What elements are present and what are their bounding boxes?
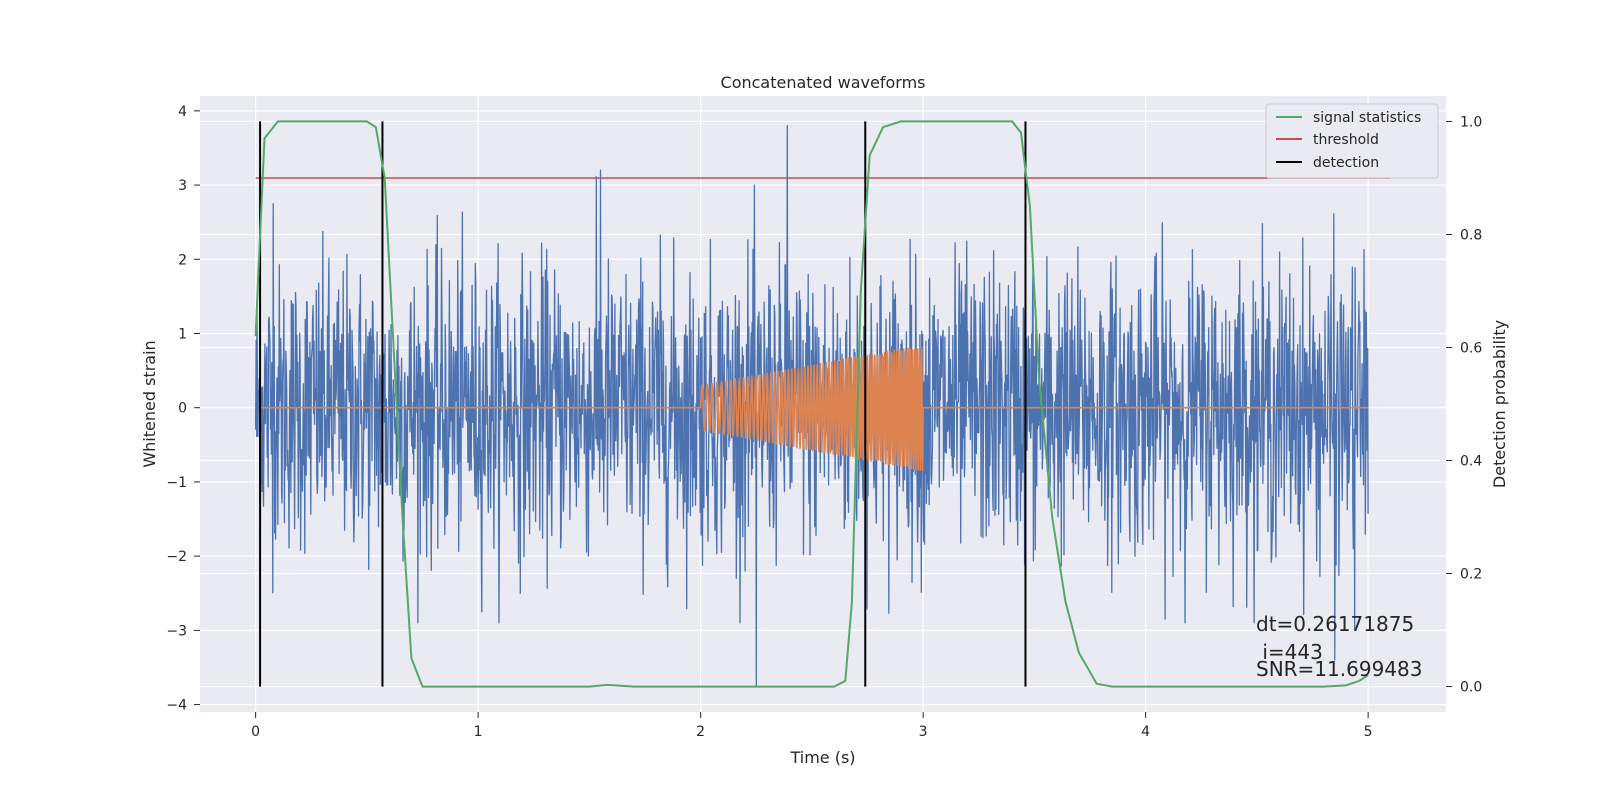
- annotation-block: dt=0.26171875 i=443 SNR=11.699483: [1256, 612, 1422, 681]
- legend-label-threshold: threshold: [1313, 132, 1379, 148]
- y2-tick-label: 0.0: [1460, 680, 1482, 696]
- x-tick-label: 3: [919, 724, 928, 740]
- ticks-layer: 0 1 2 3 4 5 −4 −3 −2 −1 0 1 2 3 4 0.0 0.2 0.4 0.6 0.8 1.0: [166, 104, 1482, 740]
- y-tick-label: 1: [178, 326, 187, 342]
- y2-tick-label: 0.6: [1460, 340, 1482, 356]
- y-tick-label: −3: [166, 623, 187, 639]
- y2-tick-label: 0.8: [1460, 227, 1482, 243]
- y-tick-label: 0: [178, 401, 187, 417]
- series-injected-waveform: [260, 346, 1369, 472]
- y-axis-label: Whitened strain: [140, 340, 159, 467]
- x-axis-label: Time (s): [789, 748, 855, 767]
- x-tick-label: 4: [1141, 724, 1150, 740]
- y-tick-label: 2: [178, 252, 187, 268]
- legend-label-detection: detection: [1313, 155, 1379, 171]
- annotation-dt: dt=0.26171875: [1256, 612, 1414, 636]
- annotation-snr: SNR=11.699483: [1256, 657, 1422, 681]
- y2-tick-label: 1.0: [1460, 114, 1482, 130]
- y-tick-label: −2: [166, 549, 187, 565]
- legend: signal statistics threshold detection: [1265, 103, 1439, 179]
- series-signal-statistics: [254, 120, 1369, 688]
- y-tick-label: 4: [178, 104, 187, 120]
- x-tick-label: 2: [696, 724, 705, 740]
- data-layer: [254, 120, 1391, 688]
- legend-box: [1265, 103, 1439, 179]
- x-tick-label: 1: [474, 724, 483, 740]
- y2-tick-label: 0.4: [1460, 454, 1482, 470]
- y2-axis-label: Detection probability: [1490, 320, 1509, 488]
- annotation-index: i=443: [1256, 640, 1323, 664]
- y-tick-label: 3: [178, 178, 187, 194]
- y-tick-label: −4: [166, 698, 187, 714]
- y2-tick-label: 0.2: [1460, 567, 1482, 583]
- x-tick-label: 0: [251, 724, 260, 740]
- chart-title: Concatenated waveforms: [721, 73, 926, 92]
- y-tick-label: −1: [166, 475, 187, 491]
- legend-label-signal-statistics: signal statistics: [1313, 110, 1421, 126]
- x-tick-label: 5: [1364, 724, 1373, 740]
